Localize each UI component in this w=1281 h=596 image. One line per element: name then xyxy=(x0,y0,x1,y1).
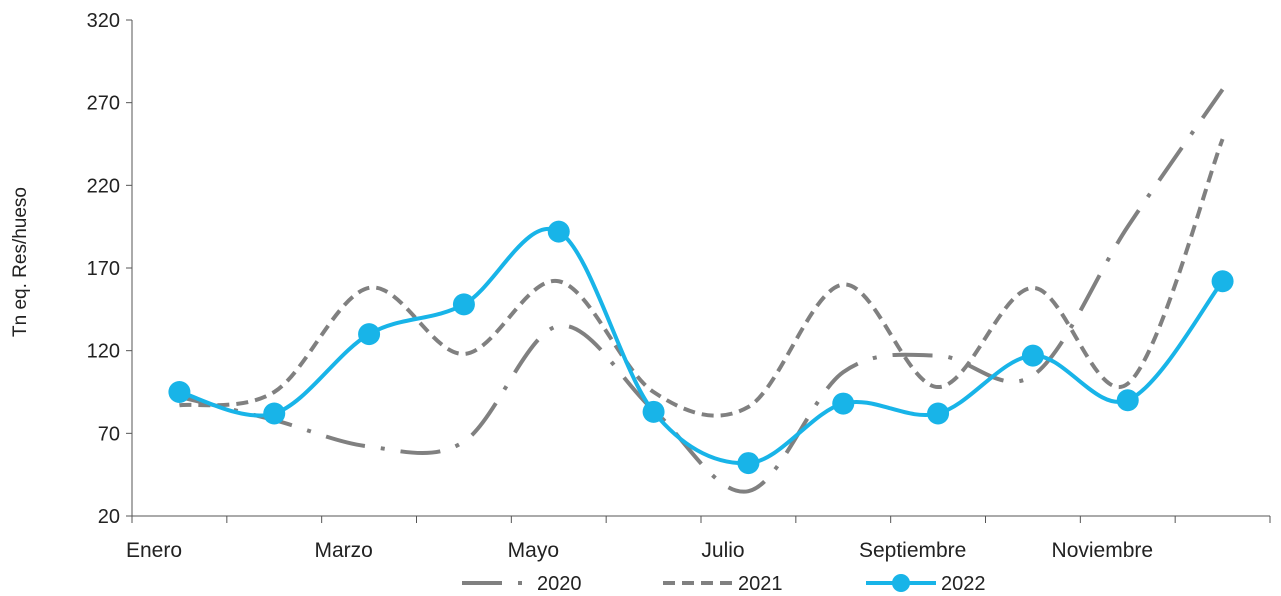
data-point-2022 xyxy=(832,392,855,415)
series-line-2020 xyxy=(178,88,1225,494)
y-tick-label: 220 xyxy=(87,175,120,197)
y-tick-label: 70 xyxy=(98,423,120,445)
data-point-2022 xyxy=(642,400,665,423)
x-tick-label: Septiembre xyxy=(859,539,966,562)
legend-marker-2022 xyxy=(892,574,910,592)
legend-label-2020: 2020 xyxy=(537,573,582,595)
series-layer xyxy=(168,88,1234,494)
legend: 2020 2021 2022 xyxy=(462,573,986,595)
x-axis-ticks: Enero Marzo Mayo Julio Septiembre Noviembre xyxy=(126,516,1271,562)
legend-label-2021: 2021 xyxy=(738,573,783,595)
series-line-2022 xyxy=(178,227,1225,466)
data-point-2022 xyxy=(263,402,286,425)
x-tick-label: Marzo xyxy=(314,539,372,562)
data-point-2022 xyxy=(1021,344,1044,367)
x-tick-label: Noviembre xyxy=(1052,539,1154,562)
y-tick-label: 20 xyxy=(98,506,120,528)
y-tick-label: 170 xyxy=(87,258,120,280)
data-point-2022 xyxy=(452,293,475,316)
x-tick-label: Mayo xyxy=(508,539,559,562)
y-tick-label: 270 xyxy=(87,93,120,115)
x-tick-label: Enero xyxy=(126,539,182,562)
y-tick-label: 320 xyxy=(87,10,120,32)
data-point-2022 xyxy=(168,381,191,403)
data-point-2022 xyxy=(1211,270,1234,293)
data-point-2022 xyxy=(547,220,570,243)
data-point-2022 xyxy=(927,402,950,425)
data-point-2022 xyxy=(358,323,381,346)
x-tick-label: Julio xyxy=(701,539,744,562)
legend-label-2022: 2022 xyxy=(941,573,986,595)
axes xyxy=(131,20,1270,517)
data-point-2022 xyxy=(737,452,760,475)
data-point-2022 xyxy=(1116,389,1139,412)
series-line-2021 xyxy=(179,138,1225,418)
y-axis-ticks: 20 70 120 170 220 270 320 xyxy=(87,10,132,528)
y-tick-label: 120 xyxy=(87,341,120,363)
y-axis-label: Tn eq. Res/hueso xyxy=(10,187,31,337)
